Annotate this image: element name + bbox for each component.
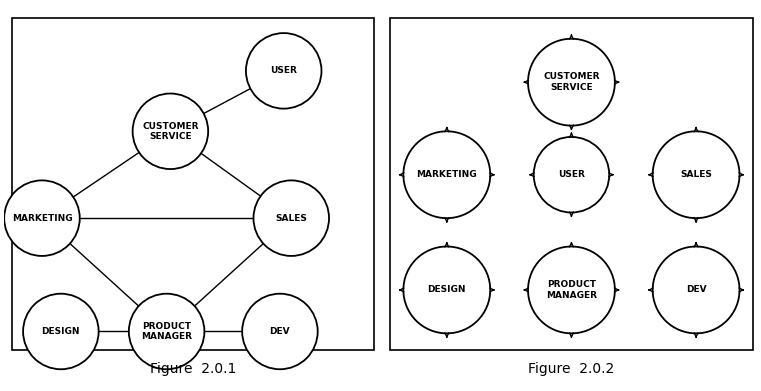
Text: CUSTOMER
SERVICE: CUSTOMER SERVICE [142, 122, 199, 141]
Text: SALES: SALES [680, 170, 712, 179]
Circle shape [5, 180, 80, 256]
Text: USER: USER [558, 170, 585, 179]
Text: Figure  2.0.2: Figure 2.0.2 [528, 362, 615, 376]
Text: DEV: DEV [269, 327, 290, 336]
Circle shape [528, 39, 615, 126]
Circle shape [533, 137, 610, 212]
Circle shape [653, 246, 740, 334]
Circle shape [653, 131, 740, 218]
Circle shape [23, 294, 99, 369]
Text: PRODUCT
MANAGER: PRODUCT MANAGER [546, 280, 597, 300]
Text: DEV: DEV [686, 285, 706, 294]
Text: USER: USER [270, 66, 297, 75]
Text: MARKETING: MARKETING [11, 213, 72, 222]
Text: DESIGN: DESIGN [42, 327, 80, 336]
Text: SALES: SALES [275, 213, 307, 222]
Text: DESIGN: DESIGN [428, 285, 466, 294]
Bar [11, 18, 374, 350]
Text: Figure  2.0.1: Figure 2.0.1 [150, 362, 236, 376]
Circle shape [528, 246, 615, 334]
Circle shape [246, 33, 321, 109]
Circle shape [132, 93, 209, 169]
Circle shape [253, 180, 329, 256]
Text: PRODUCT
MANAGER: PRODUCT MANAGER [141, 322, 192, 341]
Circle shape [403, 131, 490, 218]
Circle shape [129, 294, 205, 369]
Text: MARKETING: MARKETING [416, 170, 477, 179]
Bar [390, 18, 753, 350]
Text: CUSTOMER
SERVICE: CUSTOMER SERVICE [543, 72, 600, 92]
Circle shape [403, 246, 490, 334]
Circle shape [242, 294, 317, 369]
